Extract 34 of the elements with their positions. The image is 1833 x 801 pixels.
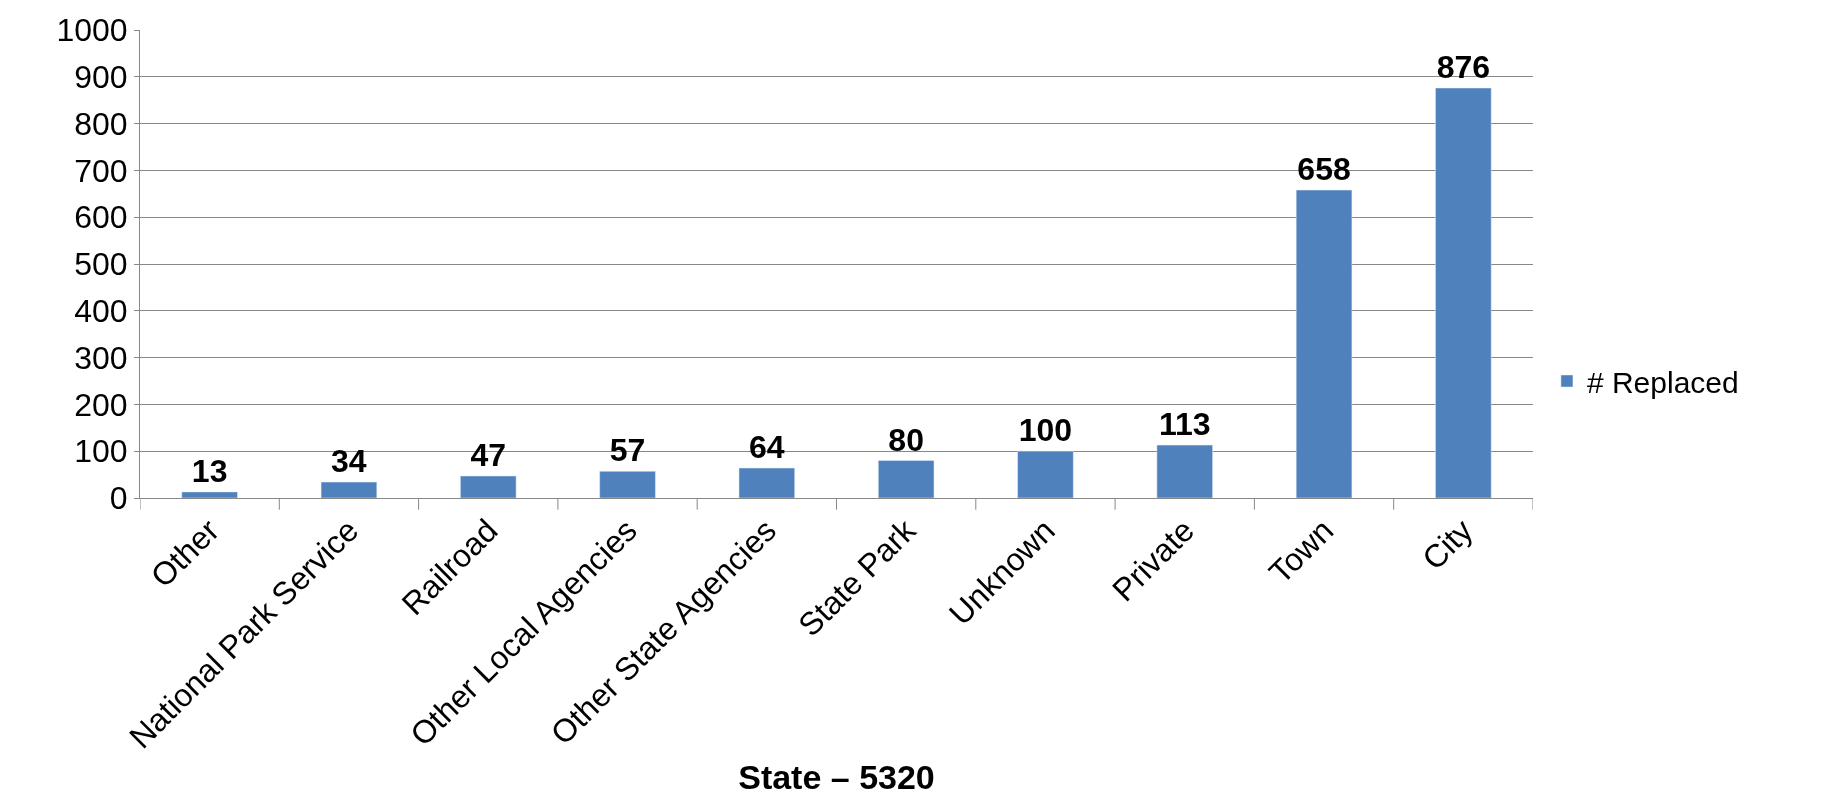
legend-label: # Replaced — [1586, 365, 1739, 399]
y-tick-label: 100 — [74, 433, 128, 470]
data-label: 80 — [888, 421, 924, 458]
y-tick-label: 800 — [74, 105, 128, 142]
y-tick-label: 900 — [74, 59, 128, 95]
data-label: 57 — [609, 432, 646, 469]
y-tick-label: 300 — [74, 339, 128, 376]
data-label: 34 — [331, 443, 367, 480]
bar — [181, 491, 238, 498]
data-label: 100 — [1018, 412, 1073, 449]
data-label: 113 — [1158, 406, 1211, 443]
y-tick-label: 700 — [74, 152, 128, 189]
data-label: 658 — [1297, 151, 1351, 188]
y-tick-label: 200 — [74, 386, 128, 423]
y-tick-label: 600 — [74, 199, 128, 236]
bar — [1156, 444, 1213, 498]
bar — [460, 475, 517, 498]
data-label: 64 — [748, 429, 785, 466]
bar — [1295, 189, 1353, 498]
x-axis-title: State – 5320 — [738, 757, 935, 796]
bar — [738, 467, 795, 498]
bar — [1435, 87, 1492, 498]
y-tick-label: 0 — [109, 480, 128, 517]
bar — [878, 460, 935, 498]
bar — [1017, 450, 1074, 498]
y-tick-label: 500 — [74, 246, 128, 283]
data-label: 876 — [1436, 49, 1491, 86]
data-label: 13 — [191, 452, 228, 489]
y-tick-label: 1000 — [56, 12, 128, 49]
data-label: 47 — [470, 437, 507, 473]
x-tick-label: City — [1415, 512, 1480, 577]
y-tick-label: 400 — [74, 293, 128, 329]
bar — [599, 471, 656, 498]
bar — [320, 481, 378, 498]
